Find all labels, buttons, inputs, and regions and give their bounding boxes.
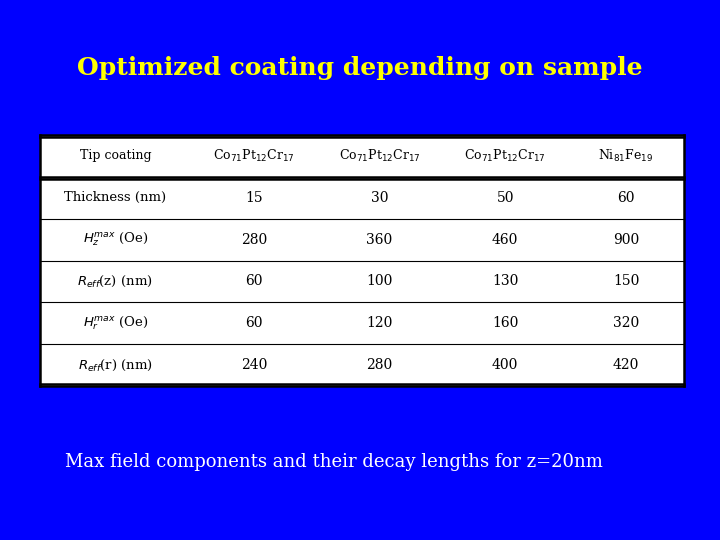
Text: 240: 240 [240,358,267,372]
Text: $R_{eff}$(r) (nm): $R_{eff}$(r) (nm) [78,357,153,373]
Text: Ni$_{81}$Fe$_{19}$: Ni$_{81}$Fe$_{19}$ [598,148,654,164]
Text: 460: 460 [492,233,518,247]
Text: Co$_{71}$Pt$_{12}$Cr$_{17}$: Co$_{71}$Pt$_{12}$Cr$_{17}$ [338,148,420,164]
Text: 280: 280 [366,358,392,372]
Text: 100: 100 [366,274,392,288]
Text: 320: 320 [613,316,639,330]
Text: 280: 280 [240,233,267,247]
Text: $H_z^{max}$ (Oe): $H_z^{max}$ (Oe) [83,231,148,248]
Text: Thickness (nm): Thickness (nm) [64,191,166,204]
Text: 60: 60 [617,191,635,205]
Text: $H_r^{max}$ (Oe): $H_r^{max}$ (Oe) [83,315,148,332]
Text: 130: 130 [492,274,518,288]
Text: Optimized coating depending on sample: Optimized coating depending on sample [77,56,643,79]
Text: 60: 60 [245,274,263,288]
FancyBboxPatch shape [40,135,684,386]
Text: 150: 150 [613,274,639,288]
Text: Max field components and their decay lengths for z=20nm: Max field components and their decay len… [65,453,603,471]
Text: Co$_{71}$Pt$_{12}$Cr$_{17}$: Co$_{71}$Pt$_{12}$Cr$_{17}$ [464,148,546,164]
Text: 400: 400 [492,358,518,372]
Text: $R_{eff}$(z) (nm): $R_{eff}$(z) (nm) [78,274,153,289]
Text: 50: 50 [496,191,514,205]
Text: 900: 900 [613,233,639,247]
Text: 60: 60 [245,316,263,330]
Text: 30: 30 [371,191,388,205]
Text: 420: 420 [613,358,639,372]
Text: 15: 15 [245,191,263,205]
Text: Tip coating: Tip coating [79,150,151,163]
Text: 360: 360 [366,233,392,247]
Text: 160: 160 [492,316,518,330]
Text: 120: 120 [366,316,392,330]
Text: Co$_{71}$Pt$_{12}$Cr$_{17}$: Co$_{71}$Pt$_{12}$Cr$_{17}$ [213,148,294,164]
